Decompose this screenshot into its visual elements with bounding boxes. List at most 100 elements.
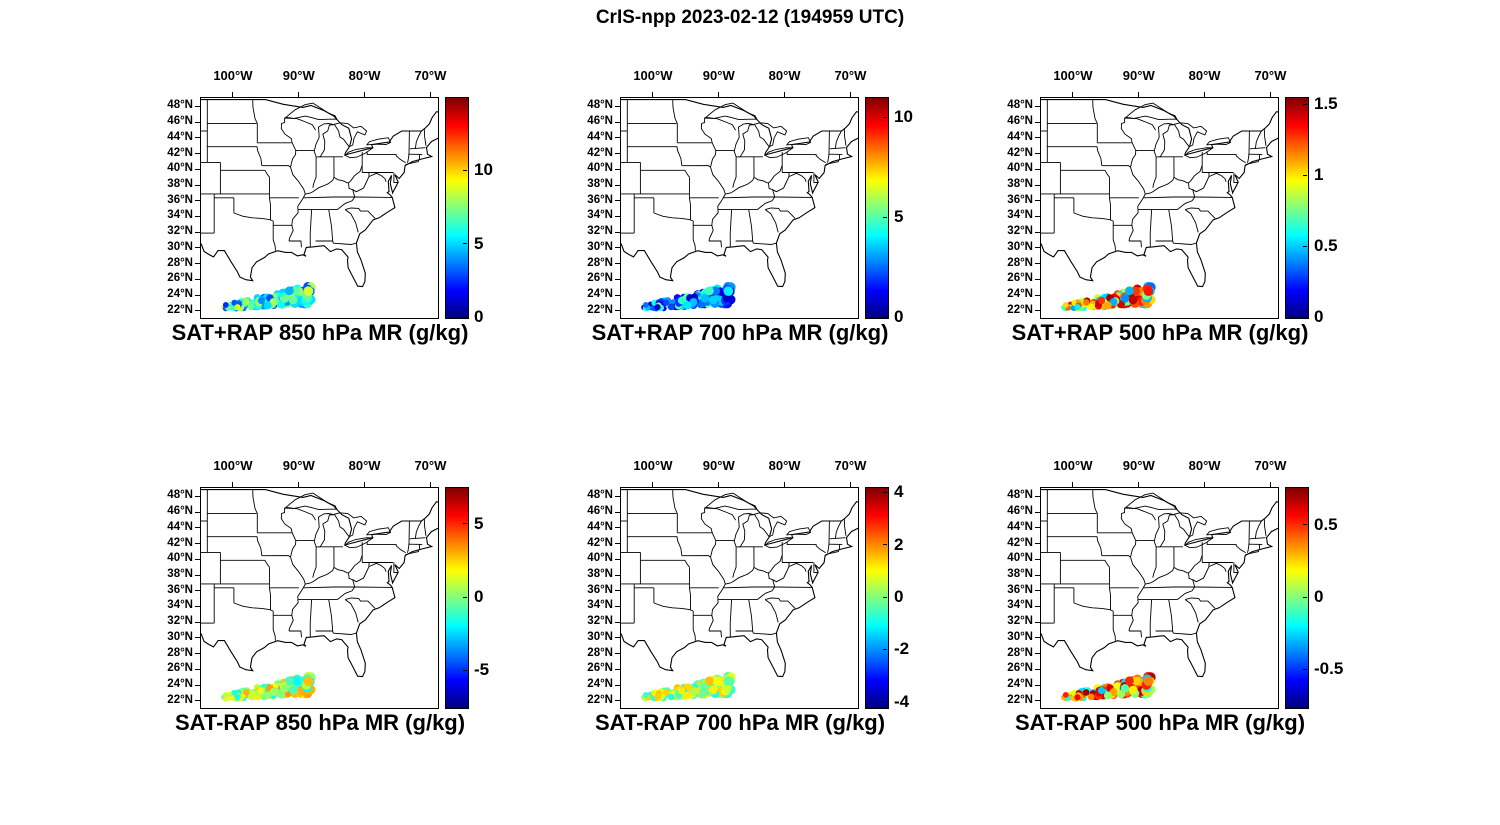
lat-tick-label: 38°N: [167, 568, 193, 580]
lat-tick-mark: [615, 495, 620, 497]
us-map-svg: [200, 97, 439, 319]
lat-tick-mark: [1035, 621, 1040, 623]
lat-tick-mark: [1035, 543, 1040, 545]
lat-tick-mark: [1035, 215, 1040, 217]
lat-tick-label: 22°N: [587, 303, 613, 316]
lat-tick-mark: [615, 294, 620, 296]
lat-tick-label: 40°N: [1007, 552, 1033, 565]
lon-tick-mark: [364, 482, 366, 487]
panel-title: SAT+RAP 500 hPa MR (g/kg): [1011, 320, 1309, 345]
us-state-outlines: [621, 99, 858, 288]
lat-tick-label: 38°N: [587, 178, 613, 190]
lat-tick-mark: [195, 263, 200, 265]
lat-tick-mark: [1035, 278, 1040, 280]
us-state-outlines: [1041, 99, 1278, 288]
lat-tick-label: 42°N: [1007, 536, 1033, 549]
us-state-outlines: [201, 489, 438, 678]
lat-tick-mark: [195, 121, 200, 123]
colorbar-tick-label: 5: [474, 233, 484, 253]
lat-tick-mark: [1035, 605, 1040, 607]
colorbar-tick-label: -4: [894, 691, 910, 711]
lat-tick-mark: [1035, 247, 1040, 249]
lat-tick-label: 32°N: [167, 615, 193, 628]
map-panel: 100°W 90°W 80°W 70°W 48°N 46°N 44°N 42°N 40°N 38…: [550, 450, 940, 750]
colorbar-tick-label: 0: [894, 307, 904, 326]
lat-tick-label: 44°N: [167, 520, 193, 533]
lon-tick-mark: [849, 92, 851, 97]
lon-tick-mark: [1138, 482, 1140, 487]
colorbar-gradient: [445, 97, 469, 319]
us-state-outlines: [1041, 489, 1278, 678]
lat-tick-label: 30°N: [167, 630, 193, 643]
lat-tick-mark: [195, 153, 200, 155]
colorbar-tick-label: -5: [474, 660, 490, 680]
colorbar-tick-label: 0: [474, 307, 484, 326]
colorbar-tick-mark: [1303, 245, 1307, 247]
lat-tick-mark: [195, 543, 200, 545]
lat-tick-label: 44°N: [1007, 520, 1033, 533]
lat-tick-label: 30°N: [1007, 240, 1033, 253]
colorbar-tick-label: 10: [474, 160, 493, 180]
colorbar-tick-mark: [463, 523, 467, 525]
map-panel: 100°W 90°W 80°W 70°W 48°N 46°N 44°N 42°N 40°N 38…: [550, 60, 940, 360]
lon-tick-label: 70°W: [1254, 458, 1287, 473]
colorbar-tick-mark: [463, 316, 467, 318]
lat-tick-label: 30°N: [167, 240, 193, 253]
lat-tick-label: 42°N: [167, 536, 193, 549]
lat-tick-mark: [615, 605, 620, 607]
lat-tick-mark: [615, 511, 620, 513]
lat-tick-label: 40°N: [167, 162, 193, 175]
lon-tick-mark: [1138, 92, 1140, 97]
lon-tick-label: 90°W: [702, 68, 735, 83]
lat-tick-label: 36°N: [167, 583, 193, 596]
lat-tick-mark: [1035, 574, 1040, 576]
lat-tick-label: 26°N: [167, 272, 193, 285]
colorbar-tick-mark: [883, 116, 887, 118]
lat-tick-mark: [195, 200, 200, 202]
lat-tick-label: 48°N: [167, 99, 193, 112]
lat-tick-label: 40°N: [167, 552, 193, 565]
lat-tick-mark: [195, 574, 200, 576]
colorbar-tick-label: 0: [474, 587, 484, 606]
lat-tick-mark: [1035, 684, 1040, 686]
panel-title: SAT-RAP 850 hPa MR (g/kg): [174, 710, 466, 735]
lat-tick-mark: [1035, 511, 1040, 513]
lon-tick-label: 80°W: [348, 68, 381, 83]
lon-tick-mark: [718, 92, 720, 97]
lat-tick-mark: [195, 511, 200, 513]
colorbar-tick-mark: [883, 648, 887, 650]
colorbar-tick-mark: [1303, 316, 1307, 318]
map-panel: 100°W 90°W 80°W 70°W 48°N 46°N 44°N 42°N 40°N 38…: [970, 450, 1360, 750]
us-map-svg: [620, 487, 859, 709]
colorbar-tick-label: 0: [894, 587, 904, 606]
lon-tick-label: 90°W: [702, 458, 735, 473]
lat-tick-mark: [1035, 653, 1040, 655]
lat-tick-mark: [1035, 700, 1040, 702]
lat-tick-label: 24°N: [167, 678, 193, 690]
lon-tick-mark: [784, 482, 786, 487]
lat-tick-label: 40°N: [1007, 162, 1033, 175]
lat-tick-mark: [615, 168, 620, 170]
colorbar-tick-label: 4: [894, 482, 904, 502]
lat-tick-label: 38°N: [1007, 568, 1033, 580]
lon-tick-mark: [1204, 92, 1206, 97]
lat-tick-label: 22°N: [167, 693, 193, 706]
lat-tick-mark: [195, 621, 200, 623]
colorbar-tick-mark: [1303, 103, 1307, 105]
lat-tick-mark: [615, 684, 620, 686]
lat-tick-mark: [615, 543, 620, 545]
lat-tick-mark: [195, 168, 200, 170]
map-panel: 100°W 90°W 80°W 70°W 48°N 46°N 44°N 42°N 40°N 38…: [970, 60, 1360, 360]
colorbar-tick-mark: [463, 169, 467, 171]
lat-tick-label: 34°N: [587, 209, 613, 222]
lon-tick-mark: [298, 482, 300, 487]
us-map-svg: [620, 97, 859, 319]
lat-tick-mark: [1035, 200, 1040, 202]
lat-tick-label: 28°N: [587, 646, 613, 659]
lat-tick-mark: [1035, 153, 1040, 155]
colorbar-tick-mark: [883, 216, 887, 218]
lon-tick-label: 90°W: [282, 458, 315, 473]
lat-tick-label: 22°N: [1007, 693, 1033, 706]
colorbar-tick-label: 1.5: [1314, 94, 1338, 114]
